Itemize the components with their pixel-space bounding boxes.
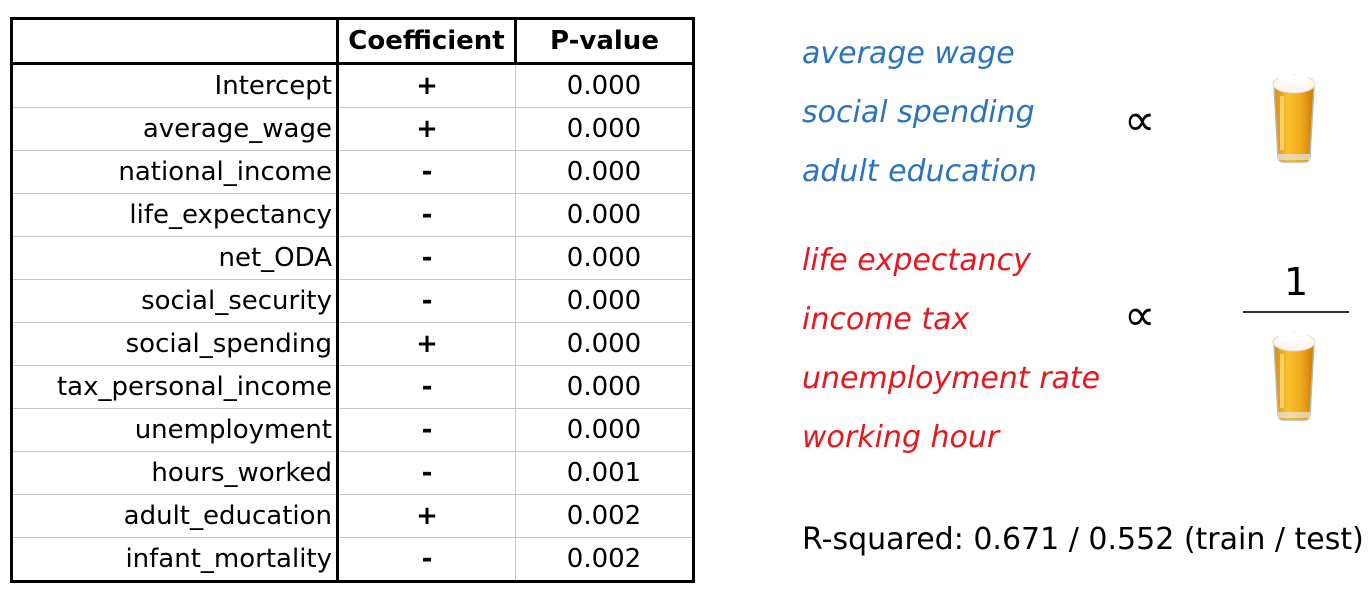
variable-cell: Intercept — [11, 63, 339, 108]
coefficient-sign-cell: - — [337, 365, 516, 409]
variable-cell: hours_worked — [11, 451, 339, 495]
fraction-numerator: 1 — [1284, 260, 1309, 304]
coefficient-sign-cell: + — [337, 107, 516, 151]
p-value-cell: 0.002 — [515, 494, 694, 538]
p-value-cell: 0.000 — [515, 236, 694, 280]
variable-cell: social_spending — [11, 322, 339, 366]
table-row: social_security -0.000 — [11, 279, 694, 323]
table-row: social_spending +0.000 — [11, 322, 694, 366]
p-value-cell: 0.000 — [515, 107, 694, 151]
p-value-cell: 0.000 — [515, 193, 694, 237]
negative-factor: income tax — [802, 302, 970, 337]
header-variable — [11, 18, 338, 65]
table-row: infant_mortality -0.002 — [11, 537, 694, 582]
variable-cell: adult_education — [11, 494, 339, 538]
negative-factor: life expectancy — [802, 243, 1031, 278]
beer-glass-icon — [1272, 331, 1316, 421]
proportional-symbol-negative: ∝ — [1124, 290, 1156, 341]
table-row: unemployment -0.000 — [11, 408, 694, 452]
p-value-cell: 0.002 — [515, 537, 694, 582]
table-row: life_expectancy -0.000 — [11, 193, 694, 237]
table-row: Intercept +0.000 — [11, 63, 694, 108]
variable-cell: social_security — [11, 279, 339, 323]
table-row: tax_personal_income -0.000 — [11, 365, 694, 409]
coefficient-sign-cell: - — [337, 150, 516, 194]
coefficient-sign-cell: - — [337, 279, 516, 323]
r-squared-text: R-squared: 0.671 / 0.552 (train / test) — [802, 522, 1364, 557]
coefficient-sign-cell: + — [337, 322, 516, 366]
coefficient-sign-cell: - — [337, 236, 516, 280]
positive-factor: adult education — [802, 154, 1037, 189]
fraction-line — [1243, 311, 1349, 313]
table-row: hours_worked -0.001 — [11, 451, 694, 495]
coefficient-sign-cell: + — [337, 63, 516, 108]
table-row: net_ODA -0.000 — [11, 236, 694, 280]
p-value-cell: 0.000 — [515, 365, 694, 409]
table-row: adult_education +0.002 — [11, 494, 694, 538]
p-value-cell: 0.000 — [515, 150, 694, 194]
p-value-cell: 0.000 — [515, 63, 694, 108]
header-coefficient: Coefficient — [336, 18, 516, 65]
table-header-row: Coefficient P-value — [11, 18, 694, 65]
negative-factor: unemployment rate — [802, 361, 1101, 396]
negative-factor: working hour — [802, 420, 1000, 455]
coefficient-sign-cell: - — [337, 537, 516, 582]
variable-cell: tax_personal_income — [11, 365, 339, 409]
p-value-cell: 0.000 — [515, 322, 694, 366]
variable-cell: average_wage — [11, 107, 339, 151]
coefficient-sign-cell: - — [337, 451, 516, 495]
variable-cell: infant_mortality — [11, 537, 339, 582]
p-value-cell: 0.000 — [515, 279, 694, 323]
variable-cell: national_income — [11, 150, 339, 194]
variable-cell: life_expectancy — [11, 193, 339, 237]
positive-factor: average wage — [802, 36, 1015, 71]
coefficient-sign-cell: - — [337, 193, 516, 237]
table-row: national_income -0.000 — [11, 150, 694, 194]
coefficient-sign-cell: + — [337, 494, 516, 538]
p-value-cell: 0.001 — [515, 451, 694, 495]
table-row: average_wage +0.000 — [11, 107, 694, 151]
positive-factor: social spending — [802, 95, 1035, 130]
variable-cell: net_ODA — [11, 236, 339, 280]
p-value-cell: 0.000 — [515, 408, 694, 452]
beer-glass-icon — [1272, 73, 1316, 163]
table-body: Intercept +0.000 average_wage +0.000 nationa… — [11, 63, 694, 582]
variable-cell: unemployment — [11, 408, 339, 452]
header-p-value: P-value — [514, 18, 694, 65]
regression-table: Coefficient P-value Intercept +0.000 avera… — [10, 17, 695, 583]
proportional-symbol-positive: ∝ — [1124, 95, 1156, 146]
coefficient-sign-cell: - — [337, 408, 516, 452]
